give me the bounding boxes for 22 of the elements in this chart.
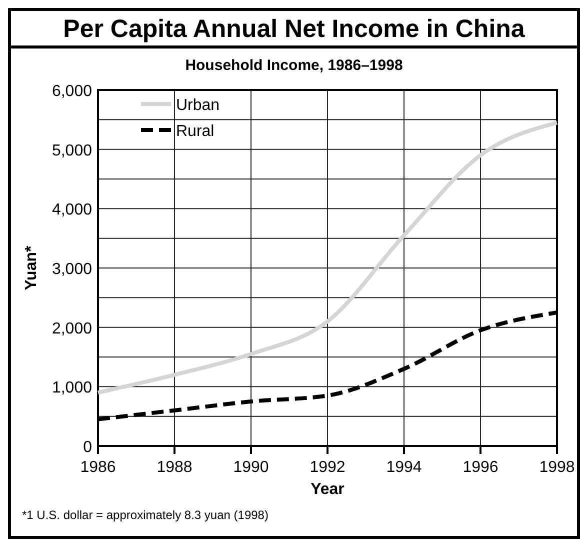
- x-tick-label: 1998: [539, 459, 575, 476]
- y-tick-label: 5,000: [52, 142, 92, 160]
- legend-label: Urban: [176, 97, 220, 114]
- chart-subtitle: Household Income, 1986–1998: [185, 57, 403, 74]
- text: *1 U.S. dollar = approximately 8.3 yuan (1998): [22, 508, 268, 522]
- y-tick-label: 0: [83, 439, 92, 456]
- x-tick-label: 1990: [233, 459, 269, 476]
- x-tick-label: 1996: [462, 459, 498, 476]
- x-axis-title: Year: [310, 481, 344, 498]
- chart-title: Per Capita Annual Net Income in China: [63, 15, 526, 43]
- y-axis-title: Yuan*: [23, 245, 40, 290]
- y-tick-label: 3,000: [52, 261, 92, 278]
- y-tick-label: 4,000: [52, 202, 92, 219]
- y-tick-label: 6,000: [52, 83, 92, 100]
- x-tick-label: 1988: [156, 459, 192, 476]
- x-tick-label: 1992: [310, 459, 346, 476]
- y-tick-label: 2,000: [52, 320, 92, 338]
- x-tick-label: 1994: [386, 459, 422, 476]
- x-tick-label: 1986: [80, 459, 116, 476]
- line-series: [96, 120, 559, 395]
- y-tick-label: 1,000: [52, 380, 92, 397]
- legend-label: Rural: [176, 123, 214, 140]
